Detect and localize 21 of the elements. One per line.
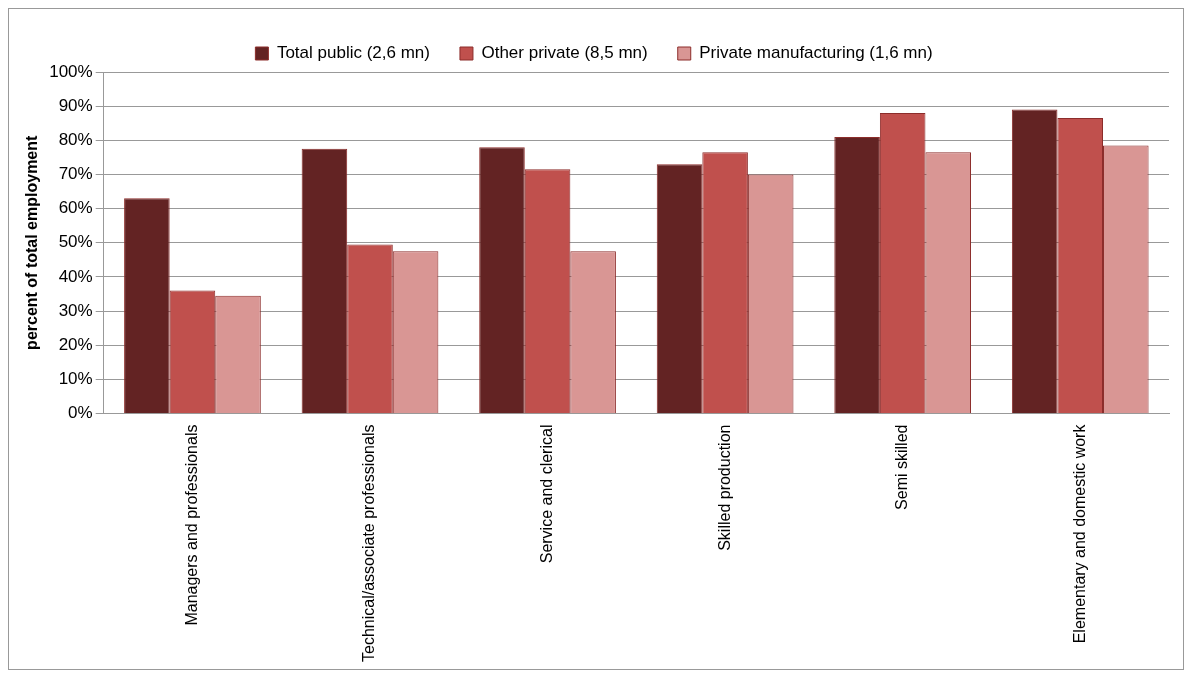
- legend-label: Private manufacturing (1,6 mn): [699, 43, 933, 63]
- y-tick-label: 70%: [58, 164, 93, 184]
- legend-label: Total public (2,6 mn): [276, 43, 430, 63]
- y-tick-label: 100%: [49, 61, 93, 81]
- y-tick-label: 50%: [58, 232, 93, 252]
- y-tick-label: 90%: [58, 95, 93, 115]
- y-tick-label: 60%: [58, 198, 93, 218]
- x-tick-label: Semi skilled: [893, 424, 911, 510]
- y-tick-label: 20%: [58, 334, 93, 354]
- y-tick-label: 30%: [58, 300, 93, 320]
- x-tick-label: Service and clerical: [537, 424, 555, 564]
- x-tick-label: Managers and professionals: [182, 424, 200, 626]
- y-axis-title: percent of total employment: [23, 134, 41, 350]
- x-tick-label: Technical/associate professionals: [360, 424, 378, 663]
- y-tick-label: 80%: [58, 130, 93, 149]
- x-tick-label: Elementary and domestic work: [1070, 423, 1088, 644]
- y-tick-label: 40%: [58, 266, 93, 286]
- x-tick-label: Skilled production: [715, 424, 733, 551]
- y-tick-label: 0%: [68, 403, 93, 423]
- legend-label: Other private (8,5 mn): [481, 43, 648, 63]
- y-tick-label: 10%: [58, 369, 93, 389]
